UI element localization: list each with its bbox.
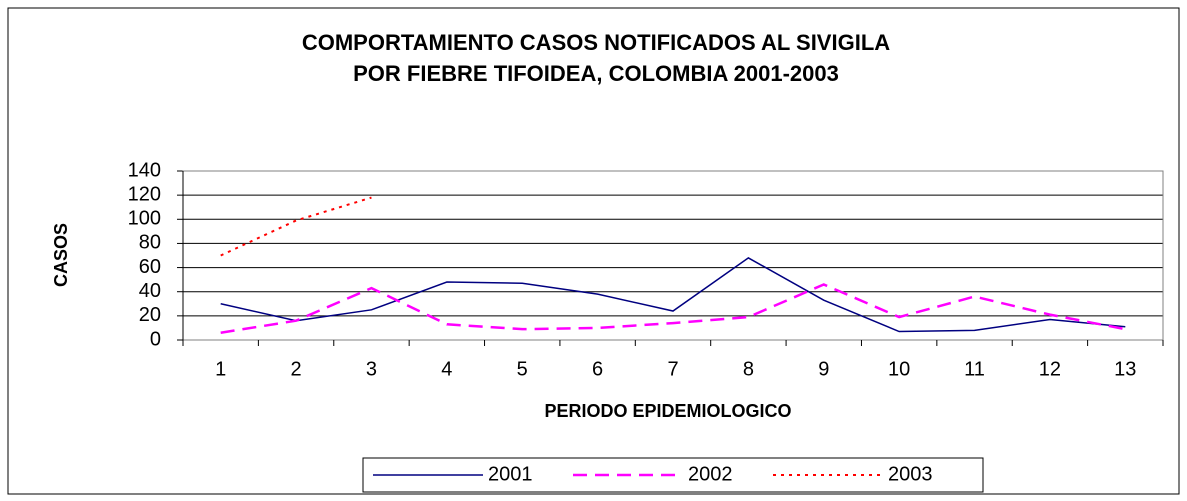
y-tick-label: 100	[128, 208, 161, 230]
chart-title: POR FIEBRE TIFOIDEA, COLOMBIA 2001-2003	[353, 61, 839, 86]
x-tick-label: 6	[592, 358, 603, 380]
y-tick-label: 20	[139, 304, 161, 326]
y-axis-label: CASOS	[51, 223, 71, 287]
x-axis-label: PERIODO EPIDEMIOLOGICO	[544, 401, 791, 421]
y-tick-label: 60	[139, 256, 161, 278]
y-tick-label: 120	[128, 183, 161, 205]
x-tick-label: 8	[743, 358, 754, 380]
y-tick-label: 40	[139, 280, 161, 302]
series-line	[220, 283, 1126, 334]
legend-label: 2001	[488, 463, 533, 485]
x-tick-label: 3	[366, 358, 377, 380]
y-tick-label: 80	[139, 232, 161, 254]
y-tick-label: 140	[128, 159, 161, 181]
chart-title: COMPORTAMIENTO CASOS NOTIFICADOS AL SIVI…	[302, 30, 890, 55]
x-tick-label: 11	[964, 358, 985, 380]
x-tick-label: 12	[1039, 358, 1061, 380]
x-tick-label: 2	[291, 358, 302, 380]
series-line	[220, 196, 372, 257]
x-tick-label: 5	[517, 358, 528, 380]
y-tick-label: 0	[150, 328, 161, 350]
x-tick-label: 1	[215, 358, 226, 380]
x-tick-label: 7	[667, 358, 678, 380]
series-line	[220, 257, 1126, 333]
legend-label: 2003	[888, 463, 933, 485]
plot-border	[182, 170, 1164, 341]
chart-border	[7, 7, 1180, 495]
x-tick-label: 13	[1114, 358, 1136, 380]
x-tick-label: 4	[441, 358, 452, 380]
legend-label: 2002	[688, 463, 733, 485]
x-tick-label: 10	[888, 358, 910, 380]
x-tick-label: 9	[818, 358, 829, 380]
